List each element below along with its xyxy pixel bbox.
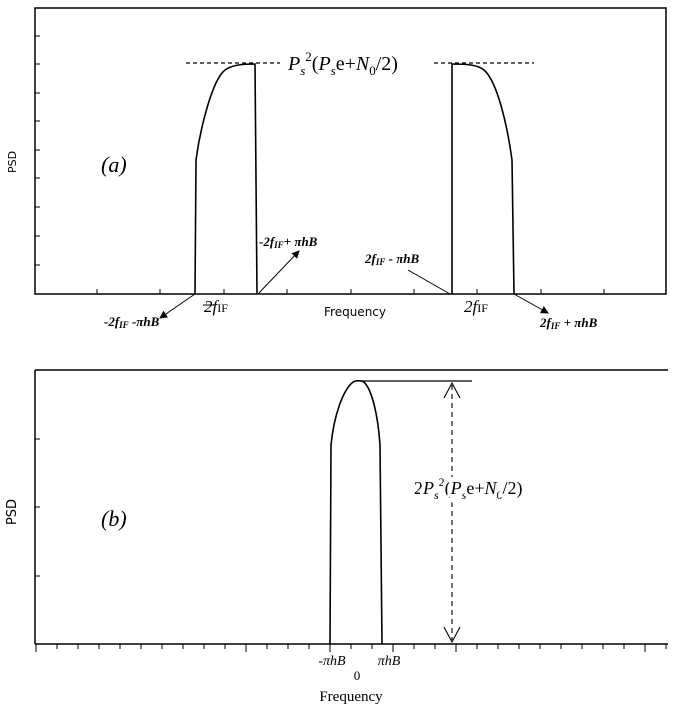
panel-b-peak-label: 2Ps2(Pse+N0/2) [414,475,523,502]
panel-b-right-tick-label: πhB [378,654,401,669]
label-neg-left: -2fIF -πhB [104,314,160,330]
panel-a-right-lobe [451,63,515,295]
panel-b-xlabel: Frequency [319,689,383,705]
arrow-neg-right [257,250,300,295]
arrow-neg-left [159,293,196,319]
arrow-pos-right [513,293,549,314]
panel-b-label: (b) [101,506,127,531]
panel-b-arrow-bottom [443,626,461,644]
panel-a-left-lobe [194,63,258,295]
panel-b-zero-tick-label: 0 [354,668,361,683]
panel-a-y-ticks [35,35,40,266]
arrow-pos-left [407,269,451,295]
panel-b-left-tick-label: -πhB [318,654,346,669]
panel-b-lobe [329,379,383,645]
panel-b: 2Ps2(Pse+N0/2) PSD (b) -πhB πhB 0 Freque… [5,369,668,705]
panel-a-xlabel: Frequency [324,305,386,319]
panel-b-x-ticks [35,644,667,652]
label-pos-right: 2fIF + πhB [539,315,598,331]
panel-b-y-ticks [35,438,40,577]
label-neg-right: -2fIF+ πhB [259,234,318,250]
panel-a-label: (a) [101,152,127,177]
label-pos-center: 2fIF [464,297,488,316]
label-pos-left: 2fIF - πhB [364,251,420,267]
panel-a-peak-label: Ps2(Pse+N0/2) [287,49,398,78]
panel-a-frame [34,7,667,295]
panel-a: PSD (a) Frequency Ps2(Pse+N0/2) 2fIF 2fI… [6,7,667,331]
panel-a-x-ticks [96,289,605,294]
label-neg-center: 2fIF [204,297,228,316]
panel-b-arrow-top [443,381,461,399]
panel-b-ylabel: PSD [5,499,20,525]
panel-a-ylabel: PSD [6,151,19,173]
